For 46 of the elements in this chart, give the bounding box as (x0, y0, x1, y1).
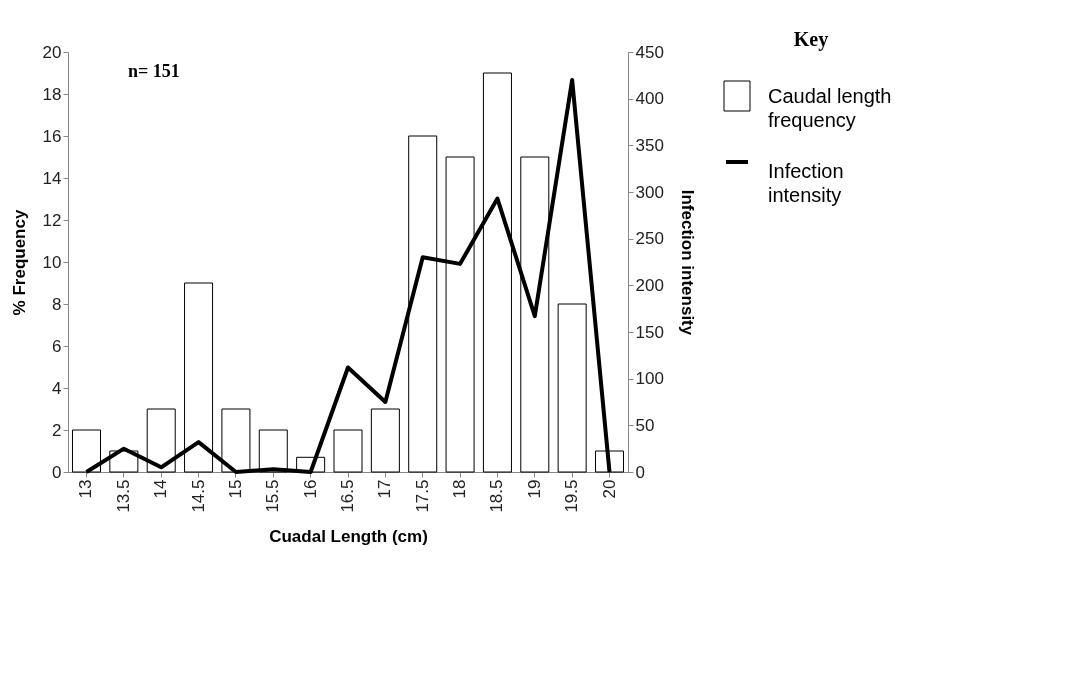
y2-tick-label: 450 (635, 42, 664, 62)
x-tick-label: 20 (599, 479, 619, 499)
y2-tick-label: 250 (635, 229, 664, 249)
y-tick-label: 6 (52, 336, 62, 356)
x-tick-label: 17.5 (412, 479, 432, 513)
y2-tick-label: 150 (635, 322, 664, 342)
y2-axis-title: Infection intensity (677, 189, 697, 336)
legend-label: Caudal length frequency (768, 85, 892, 131)
y-tick-label: 10 (42, 252, 62, 272)
x-tick-label: 15 (225, 479, 245, 499)
legend-label: Infection intensity (768, 160, 844, 206)
bar (333, 429, 363, 473)
x-axis-title: Cuadal Length (cm) (269, 526, 428, 546)
y-tick-label: 2 (52, 420, 62, 440)
y-axis-title: % Frequency (9, 209, 29, 316)
annotation: n= 151 (128, 61, 180, 81)
y-tick-label: 0 (52, 462, 62, 482)
x-tick-label: 19.5 (562, 479, 582, 513)
y-tick-label: 4 (52, 378, 62, 398)
y2-tick-label: 100 (635, 369, 664, 389)
y-tick-label: 14 (42, 168, 62, 188)
x-tick-label: 18 (450, 479, 470, 499)
x-tick-label: 13 (76, 479, 96, 499)
legend-title: Key (793, 28, 829, 51)
x-tick-label: 18.5 (487, 479, 507, 513)
y-tick-label: 20 (42, 42, 62, 62)
y-tick-label: 12 (42, 210, 62, 230)
x-tick-label: 14 (151, 479, 171, 499)
x-tick-label: 13.5 (113, 479, 133, 513)
x-tick-label: 14.5 (188, 479, 208, 513)
x-tick-label: 16 (300, 479, 320, 499)
y2-tick-label: 300 (635, 182, 664, 202)
y2-tick-label: 50 (635, 415, 655, 435)
x-tick-label: 17 (375, 479, 395, 499)
y-tick-label: 8 (52, 294, 62, 314)
y-tick-label: 16 (42, 126, 62, 146)
y2-tick-label: 0 (635, 462, 645, 482)
bar (370, 408, 400, 473)
x-tick-label: 16.5 (338, 479, 357, 513)
bar (557, 303, 587, 473)
x-tick-label: 19 (524, 479, 544, 499)
y2-tick-label: 350 (635, 135, 664, 155)
y2-tick-label: 200 (635, 275, 664, 295)
x-tick-label: 15.5 (263, 479, 283, 513)
y2-tick-label: 400 (635, 89, 664, 109)
y-tick-label: 18 (42, 84, 62, 104)
